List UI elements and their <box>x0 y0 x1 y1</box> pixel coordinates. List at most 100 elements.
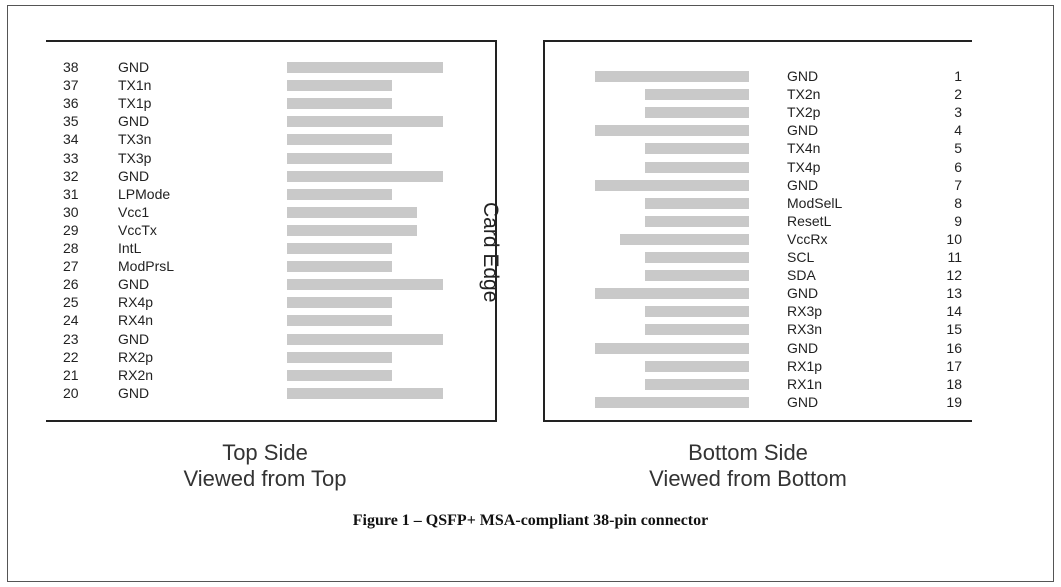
bottom-pin-pad <box>595 179 749 191</box>
top-pin-number: 24 <box>63 312 79 329</box>
figure-caption: Figure 1 – QSFP+ MSA-compliant 38-pin co… <box>352 512 709 529</box>
top-pin-pad <box>287 279 443 291</box>
bottom-pin-pad <box>645 107 749 119</box>
bottom-pin-pad <box>595 125 749 137</box>
top-pin-number: 20 <box>63 384 79 401</box>
bottom-pin-number: 15 <box>946 321 962 338</box>
bottom-pin-name: TX4p <box>787 158 821 175</box>
bottom-pin-number: 2 <box>954 86 962 103</box>
bottom-pin-name: GND <box>787 285 819 302</box>
top-pin-pad <box>287 224 417 236</box>
top-pin-number: 36 <box>63 95 79 112</box>
bottom-side-title: Bottom Side <box>688 440 808 465</box>
top-pin-name: TX3n <box>118 131 152 148</box>
top-pin-name: RX2n <box>118 366 154 383</box>
top-pin-pad <box>287 315 392 327</box>
bottom-pin-name: TX2n <box>787 86 821 103</box>
bottom-pin-name: GND <box>787 176 819 193</box>
top-pin-name: VccTx <box>118 221 157 238</box>
top-side-title: Top Side <box>222 440 308 465</box>
top-pin-pad <box>287 116 443 128</box>
bottom-pin-pad <box>645 306 749 318</box>
top-pin-number: 21 <box>63 366 79 383</box>
top-pin-number: 28 <box>63 240 79 256</box>
bottom-pin-name: RX3n <box>787 321 823 338</box>
bottom-pin-number: 12 <box>946 267 962 284</box>
bottom-pin-number: 9 <box>954 212 962 229</box>
bottom-pin-number: 4 <box>954 122 962 139</box>
top-pin-pad <box>287 152 392 164</box>
top-pin-name: TX3p <box>118 149 152 166</box>
bottom-pin-number: 8 <box>954 194 962 211</box>
bottom-pin-pad <box>645 378 749 390</box>
bottom-pin-name: ResetL <box>787 212 832 229</box>
bottom-pin-name: GND <box>787 339 819 356</box>
top-pin-number: 35 <box>63 113 79 130</box>
bottom-pin-number: 3 <box>954 104 962 121</box>
top-pin-pad <box>287 351 392 363</box>
bottom-pin-name: GND <box>787 393 819 410</box>
bottom-pin-number: 17 <box>946 357 962 374</box>
bottom-pin-number: 16 <box>946 339 962 356</box>
top-side-bottom-edge <box>46 420 497 422</box>
top-side-top-edge <box>46 40 497 42</box>
bottom-side-top-edge <box>543 40 972 42</box>
top-pin-pad <box>287 98 392 110</box>
top-pin-number: 32 <box>63 167 79 184</box>
top-pin-name: LPMode <box>118 185 171 202</box>
bottom-pin-pad <box>645 252 749 263</box>
bottom-pin-name: SDA <box>787 267 816 284</box>
top-pin-pad <box>287 261 392 273</box>
bottom-pin-number: 14 <box>946 303 962 320</box>
top-pin-number: 37 <box>63 77 79 94</box>
bottom-pin-name: VccRx <box>787 230 828 247</box>
top-pin-pad <box>287 80 392 92</box>
bottom-pin-pad <box>595 396 749 408</box>
top-pin-name: GND <box>118 276 150 293</box>
bottom-pin-pad <box>645 324 749 336</box>
bottom-pin-pad <box>645 215 749 227</box>
bottom-pin-number: 6 <box>954 158 962 175</box>
bottom-pin-pad <box>645 143 749 155</box>
bottom-pin-pad <box>645 360 749 372</box>
bottom-pin-name: GND <box>787 68 819 84</box>
top-pin-pad <box>287 170 443 182</box>
bottom-side-left-edge <box>543 40 545 422</box>
top-pin-number: 22 <box>63 348 79 365</box>
top-pin-number: 38 <box>63 59 79 75</box>
figure-frame <box>7 5 1054 582</box>
bottom-pin-name: TX4n <box>787 140 821 157</box>
top-pin-pad <box>287 297 392 309</box>
bottom-pin-number: 18 <box>946 375 962 392</box>
bottom-side-subtitle: Viewed from Bottom <box>649 466 847 491</box>
top-pin-name: IntL <box>118 240 142 256</box>
bottom-pin-pad <box>595 288 749 300</box>
top-pin-pad <box>287 62 443 73</box>
top-pin-number: 23 <box>63 330 79 347</box>
bottom-pin-pad <box>595 71 749 82</box>
bottom-pin-number: 1 <box>954 68 962 84</box>
top-pin-name: RX4n <box>118 312 154 329</box>
top-pin-name: ModPrsL <box>118 258 175 275</box>
bottom-pin-pad <box>620 233 749 245</box>
top-pin-pad <box>287 369 392 381</box>
top-pin-name: GND <box>118 167 150 184</box>
bottom-pin-name: RX3p <box>787 303 823 320</box>
bottom-pin-name: TX2p <box>787 104 821 121</box>
bottom-pin-name: RX1p <box>787 357 823 374</box>
top-pin-name: GND <box>118 330 150 347</box>
top-pin-number: 27 <box>63 258 79 275</box>
bottom-pin-name: RX1n <box>787 375 823 392</box>
top-pin-number: 31 <box>63 185 79 202</box>
bottom-pin-number: 10 <box>946 230 962 247</box>
bottom-pin-number: 11 <box>947 249 962 265</box>
bottom-pin-pad <box>645 197 749 209</box>
top-pin-name: RX4p <box>118 294 154 311</box>
top-pin-name: TX1n <box>118 77 152 94</box>
bottom-pin-pad <box>645 161 749 173</box>
top-pin-name: GND <box>118 59 150 75</box>
top-pin-pad <box>287 134 392 146</box>
top-side-right-edge <box>495 40 497 422</box>
top-pin-number: 29 <box>63 221 79 238</box>
